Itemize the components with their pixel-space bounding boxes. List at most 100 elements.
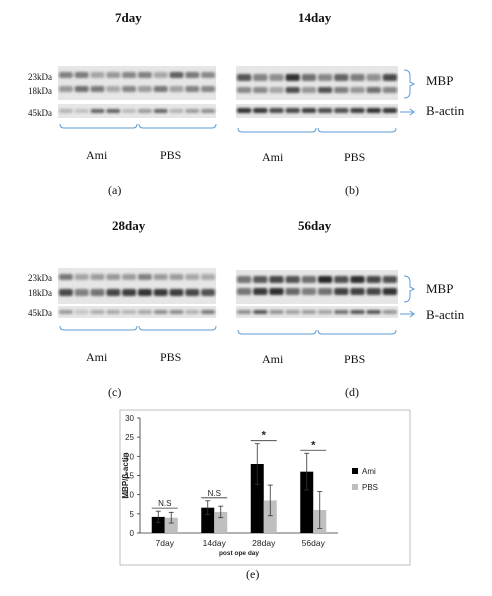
panel-a-band	[138, 86, 152, 92]
panel-d-actin-band	[318, 310, 333, 314]
panel-d-band	[301, 288, 316, 295]
panel-a-band	[201, 72, 215, 78]
panel-d-band	[269, 276, 284, 283]
panel-b-actin-band	[350, 108, 365, 113]
panel-a-blot-background	[58, 66, 216, 100]
y-axis-label: MBP/β-actin	[121, 452, 130, 498]
panel-a-actin-band	[106, 109, 121, 113]
panel-b-bands	[237, 74, 397, 93]
marker-23kda: 23kDa	[28, 273, 52, 283]
y-tick-label: 0	[130, 529, 135, 538]
significance-label: *	[262, 430, 267, 442]
marker-45kda: 45kDa	[28, 308, 52, 318]
panel-c-band	[138, 274, 152, 280]
panel-a-actin-band	[169, 109, 184, 113]
panel-a-band	[59, 72, 73, 78]
panel-b-band	[366, 74, 381, 81]
panel-d-actin-band	[366, 310, 381, 314]
panel-c-band	[59, 289, 73, 296]
marker-18kda: 18kDa	[28, 288, 52, 298]
panel-a-caption: (a)	[108, 183, 122, 197]
panel-b-band	[382, 87, 397, 93]
panel-c-actin-band	[169, 310, 184, 314]
blot-figures	[58, 66, 416, 335]
panel-d-band	[366, 276, 381, 283]
panel-a-band	[185, 72, 200, 78]
marker-45kda: 45kDa	[28, 108, 52, 118]
panel-b-actin-band	[301, 108, 316, 113]
panel-b-actin-band	[285, 108, 300, 113]
panel-d-caption: (d)	[345, 385, 359, 399]
bar-pbs	[214, 511, 228, 533]
mbp-label: MBP	[426, 73, 454, 88]
panel-a-band	[169, 72, 184, 78]
panel-b-actin-bands	[237, 108, 397, 113]
panel-a-band	[106, 72, 121, 78]
panel-c-actin-band	[138, 310, 152, 314]
panel-a-actin-blot-background	[58, 104, 216, 118]
panel-a-band	[122, 72, 136, 78]
y-tick-label: 25	[125, 433, 134, 442]
panel-b-band	[301, 74, 316, 81]
lane-group-bracket	[138, 123, 217, 129]
panel-a-bands	[59, 72, 215, 92]
panel-c-actin-blot-background	[58, 306, 216, 318]
panel-d-blot-background	[236, 270, 398, 304]
group-pbs-label: PBS	[344, 352, 366, 366]
panel-c-band	[90, 289, 105, 296]
panel-b-band	[382, 74, 397, 81]
panel-d-band	[350, 276, 365, 283]
panel-c-band	[169, 289, 184, 296]
panel-b-actin-band	[382, 108, 397, 113]
panel-b-actin-band	[334, 108, 349, 113]
panel-a-band	[138, 72, 152, 78]
panel-c-actin-band	[122, 310, 136, 314]
panel-d-band	[318, 288, 333, 295]
panel-a-band	[201, 86, 215, 92]
panel-b-caption: (b)	[345, 183, 359, 197]
panel-c-title: 28day	[112, 218, 146, 233]
bar-ami	[300, 471, 314, 533]
panel-c-actin-band	[153, 310, 168, 314]
panel-a-band	[122, 86, 136, 92]
x-tick-label: 28day	[252, 538, 276, 548]
bar-ami	[250, 464, 264, 533]
panel-a-band	[169, 86, 184, 92]
panel-b-actin-band	[237, 108, 252, 113]
lane-group-bracket	[59, 123, 138, 129]
panel-d-actin-band	[334, 310, 349, 314]
panel-b-band	[366, 87, 381, 93]
panel-d-band	[382, 288, 397, 295]
x-tick-label: 56day	[302, 538, 326, 548]
x-tick-label: 7day	[156, 538, 175, 548]
panel-c-band	[122, 274, 136, 280]
panel-d-band	[334, 288, 349, 295]
group-pbs-label: PBS	[160, 350, 182, 364]
panel-c-band	[201, 274, 215, 280]
bar-pbs	[263, 500, 277, 533]
panel-d-band	[366, 288, 381, 295]
y-tick-label: 30	[125, 414, 134, 423]
panel-d-actin-bands	[237, 310, 397, 314]
panel-a-actin-bands	[59, 109, 215, 113]
panel-d-title: 56day	[298, 218, 332, 233]
panel-a-band	[106, 86, 121, 92]
panel-b-band	[285, 87, 300, 93]
panel-b-actin-band	[269, 108, 284, 113]
panel-d-actin-band	[350, 310, 365, 314]
panel-b-actin-band	[318, 108, 333, 113]
mbp-curly-brace	[403, 275, 416, 303]
panel-c-band	[138, 289, 152, 296]
panel-d-band	[301, 276, 316, 283]
mbp-label: MBP	[426, 281, 454, 296]
significance-label: *	[311, 439, 316, 451]
panel-a-actin-band	[138, 109, 152, 113]
panel-c-bands	[59, 274, 215, 296]
b-actin-label: B-actin	[426, 103, 465, 118]
panel-c-band	[74, 289, 89, 296]
x-axis-label: post ope day	[219, 550, 259, 557]
panel-b-actin-band	[366, 108, 381, 113]
panel-d-actin-band	[301, 310, 316, 314]
panel-d-band	[350, 288, 365, 295]
panel-d-band	[382, 276, 397, 283]
